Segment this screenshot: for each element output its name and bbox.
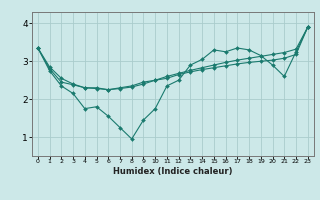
X-axis label: Humidex (Indice chaleur): Humidex (Indice chaleur) [113, 167, 233, 176]
